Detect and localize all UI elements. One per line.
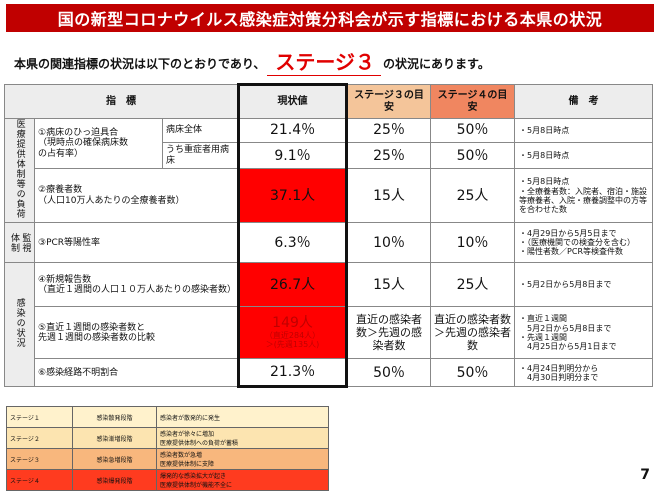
note: ・5月8日時点 bbox=[514, 142, 654, 170]
legend-stage: ステージ４ bbox=[6, 469, 73, 491]
stage3-threshold: 15人 bbox=[346, 262, 432, 308]
stage4-threshold: 10％ bbox=[430, 222, 516, 264]
legend-desc: 爆発的な感染拡大が起き 医療提供体制が機能不全に bbox=[156, 469, 329, 491]
stage3-threshold: 25％ bbox=[346, 117, 432, 144]
header-stage4: ステージ４の目安 bbox=[430, 84, 516, 119]
table-row: ⑥感染経路不明割合 21.3％ 50％ 50％ ・4月24日判明分から 4月30… bbox=[5, 358, 654, 389]
stage4-threshold: 25人 bbox=[430, 262, 516, 308]
current-value-main: 149人 bbox=[272, 315, 313, 332]
legend-stage: ステージ３ bbox=[6, 448, 73, 470]
table-row: うち重症者用病床 9.1％ 25％ 50％ ・5月8日時点 bbox=[5, 142, 654, 170]
note: ・4月24日判明分から 4月30日判明分まで bbox=[514, 358, 654, 388]
legend-row: ステージ２ 感染漸増段階 感染者が徐々に増加 医療提供体制への負荷が蓄積 bbox=[6, 427, 329, 449]
stage3-threshold: 25％ bbox=[346, 142, 432, 170]
current-value: 21.3％ bbox=[237, 358, 349, 389]
stage4-threshold: 50％ bbox=[430, 142, 516, 170]
stage-highlight: ステージ３ bbox=[267, 49, 382, 76]
table-row: 監視 体制 ③PCR等陽性率 6.3％ 10％ 10％ ・4月29日から5月5日… bbox=[4, 222, 654, 264]
page-number: 7 bbox=[640, 467, 650, 483]
category-medical: 医療提供体制等の負荷 bbox=[4, 117, 35, 224]
header-current: 現状値 bbox=[237, 83, 349, 119]
stage4-threshold: 50％ bbox=[430, 117, 516, 144]
indicator-pcr-positivity: ③PCR等陽性率 bbox=[33, 222, 240, 264]
header-stage3: ステージ３の目安 bbox=[346, 84, 432, 119]
note: ・4月29日から5月5日まで ・（医療機関での検査分を含む） ・陽性者数／PCR… bbox=[514, 222, 654, 264]
sub-indicator-severe-beds: うち重症者用病床 bbox=[161, 142, 240, 170]
header-indicator: 指 標 bbox=[3, 84, 240, 119]
stage-legend: ステージ１ 感染散発段階 感染者が散発的に発生 ステージ２ 感染漸増段階 感染者… bbox=[6, 406, 329, 491]
stage3-threshold: 15人 bbox=[346, 168, 432, 224]
indicator-bed-occupancy: ①病床のひっ迫具合 （現時点の確保病床数 の占有率） bbox=[34, 117, 163, 170]
indicator-week-comparison: ⑤直近１週間の感染者数と 先週１週間の感染者数の比較 bbox=[33, 306, 240, 360]
current-value: 21.4％ bbox=[237, 117, 349, 144]
status-sentence-after: の状況にあります。 bbox=[383, 57, 490, 71]
stage3-threshold: 10％ bbox=[346, 222, 432, 264]
legend-phase: 感染急増段階 bbox=[72, 448, 157, 470]
current-value-alert: 37.1人 bbox=[237, 168, 349, 224]
category-monitoring: 監視 体制 bbox=[4, 222, 35, 264]
sub-indicator-all-beds: 病床全体 bbox=[161, 117, 240, 144]
note: ・直近１週間 5月2日から5月8日まで ・先週１週間 4月25日から5月1日まで bbox=[514, 306, 654, 360]
legend-row: ステージ４ 感染爆発段階 爆発的な感染拡大が起き 医療提供体制が機能不全に bbox=[6, 469, 329, 491]
current-value-previous: ＞(先週135人) bbox=[265, 339, 320, 349]
legend-desc: 感染者が徐々に増加 医療提供体制への負荷が蓄積 bbox=[156, 427, 329, 449]
indicator-new-cases: ④新規報告数 （直近１週間の人口１０万人あたりの感染者数） bbox=[33, 262, 240, 308]
stage3-threshold: 直近の感染者数＞先週の感染者数 bbox=[346, 306, 432, 360]
indicator-table: 指 標 現状値 ステージ３の目安 ステージ４の目安 備 考 医療提供体制等の負荷… bbox=[3, 83, 654, 389]
current-value: 6.3％ bbox=[237, 222, 349, 264]
current-value-alert: 26.7人 bbox=[237, 262, 349, 308]
table-row: ⑤直近１週間の感染者数と 先週１週間の感染者数の比較 149人 （直近284人）… bbox=[5, 306, 654, 360]
stage3-threshold: 50％ bbox=[346, 358, 432, 388]
category-infection: 感染の状況 bbox=[4, 262, 35, 388]
stage4-threshold: 25人 bbox=[430, 168, 516, 224]
stage4-threshold: 直近の感染者数＞先週の感染者数 bbox=[430, 306, 516, 360]
legend-desc: 感染者数が急増 医療提供体制に支障 bbox=[156, 448, 329, 470]
note: ・5月8日時点 ・全療養者数：入院者、宿泊・施設等療養者、入院・療養調整中の方等… bbox=[514, 168, 654, 224]
page-title: 国の新型コロナウイルス感染症対策分科会が示す指標における本県の状況 bbox=[6, 4, 654, 32]
header-notes: 備 考 bbox=[514, 84, 654, 119]
stage4-threshold: 50％ bbox=[430, 358, 516, 388]
legend-row: ステージ１ 感染散発段階 感染者が散発的に発生 bbox=[6, 406, 329, 428]
current-value-alert: 149人 （直近284人） ＞(先週135人) bbox=[237, 306, 349, 360]
current-value: 9.1％ bbox=[237, 142, 349, 170]
indicator-patients: ②療養者数 （人口10万人あたりの全療養者数） bbox=[33, 168, 240, 224]
legend-row: ステージ３ 感染急増段階 感染者数が急増 医療提供体制に支障 bbox=[6, 448, 329, 470]
legend-phase: 感染散発段階 bbox=[72, 406, 157, 428]
legend-stage: ステージ１ bbox=[6, 406, 73, 428]
legend-stage: ステージ２ bbox=[6, 427, 73, 449]
legend-phase: 感染爆発段階 bbox=[72, 469, 157, 491]
legend-desc: 感染者が散発的に発生 bbox=[156, 406, 329, 428]
table-row: 医療提供体制等の負荷 ①病床のひっ迫具合 （現時点の確保病床数 の占有率） 病床… bbox=[4, 117, 654, 224]
status-sentence-before: 本県の関連指標の状況は以下のとおりであり、 bbox=[14, 57, 266, 71]
table-row: 感染の状況 ④新規報告数 （直近１週間の人口１０万人あたりの感染者数） 26.7… bbox=[4, 262, 654, 388]
table-header-row: 指 標 現状値 ステージ３の目安 ステージ４の目安 備 考 bbox=[3, 83, 654, 119]
current-value-recent: （直近284人） bbox=[264, 330, 321, 340]
table-row: ②療養者数 （人口10万人あたりの全療養者数） 37.1人 15人 25人 ・5… bbox=[5, 168, 654, 224]
legend-phase: 感染漸増段階 bbox=[72, 427, 157, 449]
status-sentence: 本県の関連指標の状況は以下のとおりであり、 ステージ３ の状況にあります。 bbox=[14, 42, 654, 76]
indicator-unknown-route: ⑥感染経路不明割合 bbox=[33, 358, 240, 388]
note: ・5月8日時点 bbox=[514, 117, 654, 144]
note: ・5月2日から5月8日まで bbox=[514, 262, 654, 308]
